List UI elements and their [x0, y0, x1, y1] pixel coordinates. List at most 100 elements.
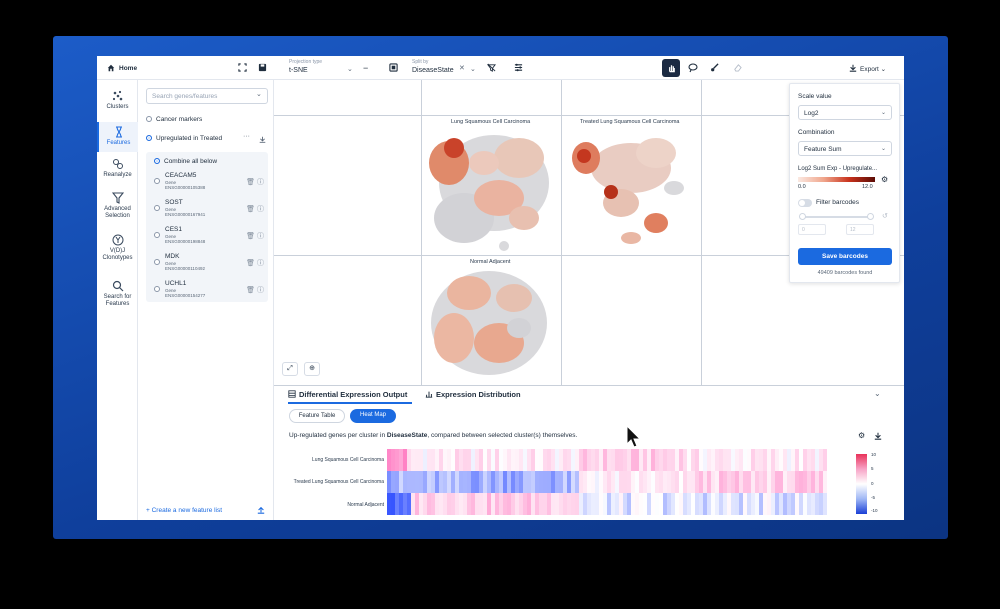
list-upregulated-in-treated[interactable]: Upregulated in Treated: [146, 135, 222, 142]
distribution-icon: [425, 391, 433, 398]
layout-icon[interactable]: [389, 63, 398, 72]
filter-toggle[interactable]: [798, 199, 812, 207]
pan-tool-button[interactable]: [662, 59, 680, 77]
gear-icon[interactable]: ⚙: [858, 431, 866, 440]
rail-item-search-features[interactable]: Search for Features: [97, 280, 138, 308]
upload-icon[interactable]: [257, 506, 265, 514]
heatmap-cell: [783, 471, 787, 493]
minus-icon[interactable]: −: [363, 63, 369, 73]
clusters-icon: [112, 90, 122, 101]
app-window: Home Projection type t-SNE ⌄ − Split by …: [97, 56, 904, 520]
rail-item-clusters[interactable]: Clusters: [97, 90, 138, 111]
heatmap-cell: [551, 449, 555, 471]
list-item[interactable]: CES1 Gene ENSG00000198848 🗑 ⓘ: [154, 226, 266, 248]
rail-item-advanced-selection[interactable]: Advanced Selection: [97, 192, 138, 220]
heatmap-cell: [651, 493, 655, 515]
combination-select[interactable]: Feature Sum ⌄: [798, 141, 892, 156]
gear-icon[interactable]: ⚙: [881, 175, 889, 184]
fit-view-button[interactable]: ⤢: [282, 362, 298, 376]
heatmap-cell: [463, 471, 467, 493]
heatmap-cell: [655, 493, 659, 515]
settings-sliders-icon[interactable]: [514, 63, 523, 72]
heatmap-cell: [499, 471, 503, 493]
delete-info-icons[interactable]: 🗑 ⓘ: [246, 206, 264, 213]
delete-info-icons[interactable]: 🗑 ⓘ: [246, 260, 264, 267]
filter-off-icon[interactable]: [487, 63, 496, 72]
chevron-down-icon[interactable]: ⌄: [256, 91, 262, 98]
heatmap-cell: [579, 471, 583, 493]
filter-max-input[interactable]: 12: [846, 224, 874, 235]
heatmap-cell: [479, 471, 483, 493]
heatmap-cell: [463, 449, 467, 471]
save-barcodes-button[interactable]: Save barcodes: [798, 248, 892, 265]
list-item[interactable]: CEACAM5 Gene ENSG00000105388 🗑 ⓘ: [154, 172, 266, 194]
download-icon[interactable]: [874, 432, 882, 440]
collapse-icon[interactable]: ⌄: [874, 389, 881, 398]
download-icon: [849, 64, 857, 72]
split-by-select[interactable]: DiseaseState: [412, 67, 454, 74]
clear-icon[interactable]: ✕: [459, 65, 465, 72]
more-icon[interactable]: ···: [243, 133, 250, 140]
heatmap-cell: [555, 449, 559, 471]
heatmap-cell: [647, 471, 651, 493]
scale-max: 12.0: [862, 184, 873, 190]
fullscreen-icon[interactable]: [238, 63, 247, 72]
chevron-down-icon[interactable]: ⌄: [470, 66, 476, 73]
heatmap-cell: [607, 449, 611, 471]
filter-range-slider[interactable]: [802, 216, 870, 218]
combination-label: Combination: [798, 129, 835, 136]
create-feature-list-button[interactable]: + Create a new feature list: [146, 507, 223, 514]
heatmap-cell: [675, 471, 679, 493]
feature-table-button[interactable]: Feature Table: [289, 409, 345, 423]
brush-icon[interactable]: [710, 63, 719, 72]
delete-info-icons[interactable]: 🗑 ⓘ: [246, 179, 264, 186]
search-input[interactable]: Search genes/features: [146, 88, 268, 104]
grid-divider: [274, 115, 904, 116]
slider-handle-max[interactable]: [867, 213, 874, 220]
lasso-icon[interactable]: [688, 63, 698, 73]
heatmap-cell: [583, 449, 587, 471]
heatmap-cell: [531, 471, 535, 493]
list-cancer-markers[interactable]: Cancer markers: [146, 116, 202, 123]
save-icon[interactable]: [258, 63, 267, 72]
rail-item-features[interactable]: Features: [97, 122, 138, 152]
download-icon[interactable]: [259, 136, 266, 143]
description-text: Up-regulated genes per cluster in Diseas…: [289, 432, 578, 439]
heatmap-cell: [467, 449, 471, 471]
heatmap-cell: [495, 449, 499, 471]
scale-panel: Scale value Log2 ⌄ Combination Feature Su…: [789, 83, 900, 283]
heatmap[interactable]: [387, 449, 827, 519]
heatmap-cell: [667, 471, 671, 493]
heatmap-cell: [459, 471, 463, 493]
slider-handle-min[interactable]: [799, 213, 806, 220]
home-link[interactable]: Home: [107, 64, 137, 72]
list-item[interactable]: SOST Gene ENSG00000167941 🗑 ⓘ: [154, 199, 266, 221]
heatmap-cell: [475, 493, 479, 515]
heatmap-cell: [791, 449, 795, 471]
projection-type-select[interactable]: t-SNE: [289, 67, 308, 74]
rail-item-vdj-clonotypes[interactable]: V(D)J Clonotypes: [97, 234, 138, 262]
tab-differential-expression[interactable]: Differential Expression Output: [288, 390, 407, 399]
heatmap-cell: [459, 449, 463, 471]
heat-map-button[interactable]: Heat Map: [350, 409, 396, 423]
tab-expression-distribution[interactable]: Expression Distribution: [425, 390, 521, 399]
rail-item-reanalyze[interactable]: Reanalyze: [97, 158, 138, 179]
list-item[interactable]: UCHL1 Gene ENSG00000154277 🗑 ⓘ: [154, 280, 266, 302]
chevron-down-icon[interactable]: ⌄: [347, 66, 353, 73]
delete-info-icons[interactable]: 🗑 ⓘ: [246, 233, 264, 240]
heatmap-cell: [635, 449, 639, 471]
heatmap-cell: [503, 493, 507, 515]
expand-icon: ⤢: [287, 365, 293, 372]
filter-min-input[interactable]: 0: [798, 224, 826, 235]
export-button[interactable]: Export ⌄: [849, 64, 886, 73]
reset-icon[interactable]: ↺: [882, 213, 888, 220]
eraser-icon[interactable]: [733, 63, 742, 72]
heatmap-cell: [559, 471, 563, 493]
delete-info-icons[interactable]: 🗑 ⓘ: [246, 287, 264, 294]
list-item[interactable]: MDK Gene ENSG00000110492 🗑 ⓘ: [154, 253, 266, 275]
heatmap-cell: [723, 493, 727, 515]
scale-value-select[interactable]: Log2 ⌄: [798, 105, 892, 120]
heatmap-cell: [503, 449, 507, 471]
combine-all-option[interactable]: Combine all below: [154, 158, 217, 165]
zoom-button[interactable]: ⊕: [304, 362, 320, 376]
